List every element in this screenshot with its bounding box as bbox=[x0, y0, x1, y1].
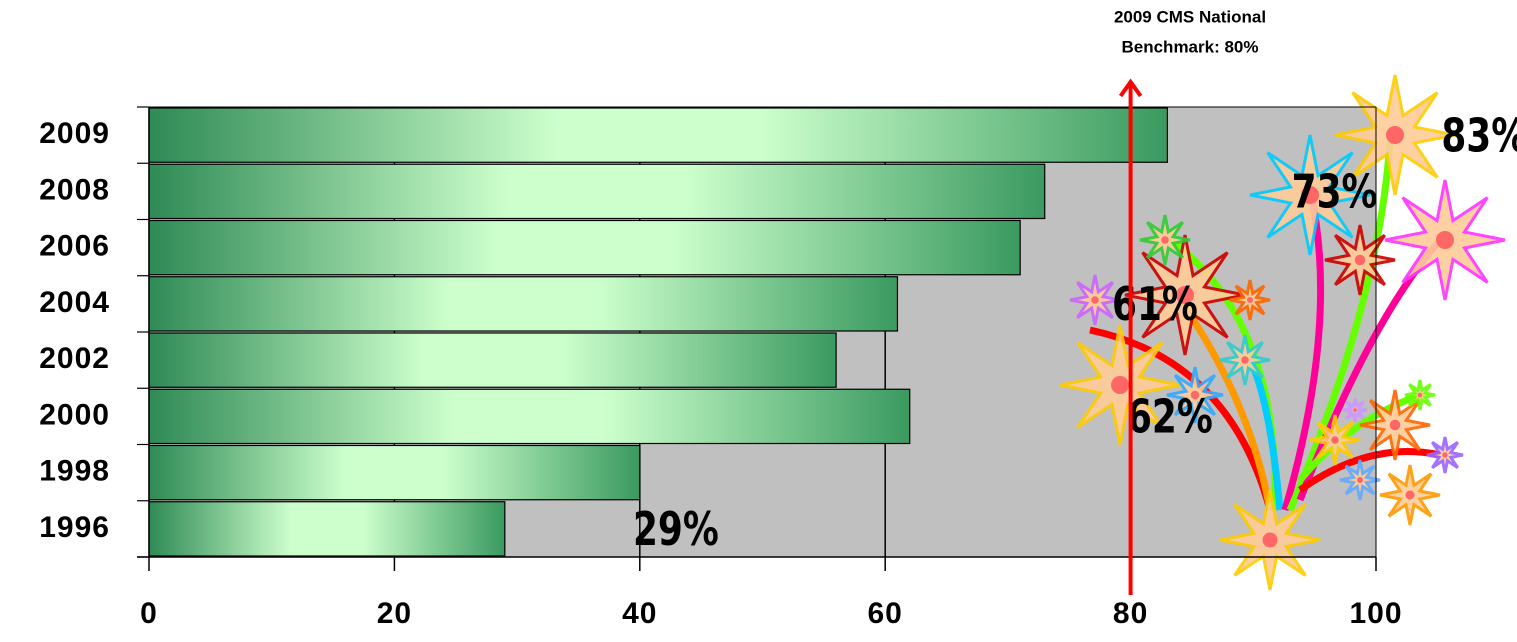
bar bbox=[148, 163, 1046, 220]
firework-core bbox=[1111, 376, 1129, 394]
firework-trail bbox=[1297, 448, 1441, 493]
firework-core bbox=[1442, 452, 1448, 458]
y-tick-label: 2000 bbox=[39, 398, 110, 431]
bar bbox=[148, 332, 837, 388]
fireworks bbox=[1059, 74, 1506, 591]
bar bbox=[148, 444, 641, 501]
firework-core bbox=[1389, 419, 1401, 431]
y-tick-label: 2008 bbox=[39, 173, 110, 206]
firework-core bbox=[1190, 390, 1200, 400]
bar bbox=[148, 219, 1021, 276]
firework-trail bbox=[1286, 139, 1394, 512]
x-tick-label: 40 bbox=[622, 597, 657, 630]
x-tick-label: 80 bbox=[1113, 597, 1148, 630]
firework-core bbox=[1176, 286, 1194, 304]
data-label: 61% bbox=[1112, 278, 1198, 332]
firework-trail bbox=[1177, 297, 1274, 511]
data-label: 83% bbox=[1441, 109, 1517, 163]
data-label: 29% bbox=[633, 503, 719, 557]
benchmark-arrowhead bbox=[1118, 78, 1143, 98]
firework-core bbox=[1262, 532, 1278, 548]
firework-core bbox=[1161, 236, 1169, 244]
firework-core bbox=[1386, 126, 1404, 144]
bar bbox=[148, 388, 911, 445]
firework-core bbox=[1353, 408, 1357, 412]
y-tick-label: 2004 bbox=[39, 286, 110, 319]
firework-core bbox=[1241, 356, 1249, 364]
benchmark-label: 2009 CMS National bbox=[1114, 7, 1266, 26]
y-tick-label: 1998 bbox=[39, 455, 110, 488]
benchmark-label: Benchmark: 80% bbox=[1121, 37, 1258, 56]
firework-core bbox=[1247, 297, 1253, 303]
firework-core bbox=[1417, 392, 1423, 398]
x-tick-label: 100 bbox=[1349, 597, 1402, 630]
firework-core bbox=[1436, 231, 1454, 249]
x-tick-label: 60 bbox=[868, 597, 903, 630]
firework-core bbox=[1354, 254, 1366, 266]
firework-core bbox=[1331, 436, 1339, 444]
x-tick-label: 20 bbox=[377, 597, 412, 630]
firework-core bbox=[1357, 477, 1363, 483]
y-tick-label: 2002 bbox=[39, 342, 110, 375]
data-label: 73% bbox=[1292, 165, 1378, 219]
x-tick-label: 0 bbox=[140, 597, 158, 630]
y-tick-label: 1996 bbox=[39, 511, 110, 544]
y-tick-label: 2009 bbox=[39, 117, 110, 150]
firework-core bbox=[1091, 296, 1099, 304]
bar bbox=[148, 107, 1169, 163]
firework-core bbox=[1405, 490, 1415, 500]
bar bbox=[148, 276, 899, 332]
firework-core bbox=[1301, 186, 1319, 204]
firework-trail bbox=[1297, 391, 1422, 483]
data-label: 62% bbox=[1127, 390, 1213, 444]
y-tick-label: 2006 bbox=[39, 230, 110, 263]
bar bbox=[148, 501, 506, 557]
